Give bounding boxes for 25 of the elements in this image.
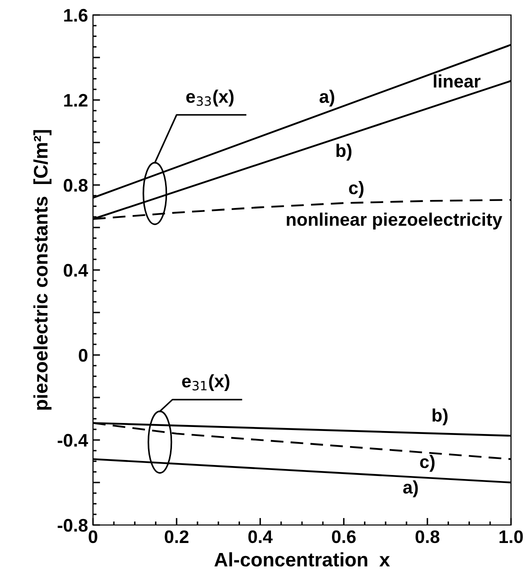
annotation: c) — [420, 454, 435, 472]
annotation: b) — [336, 144, 352, 161]
y-tick-label: -0.4 — [58, 434, 88, 447]
annotation: e$_{31}$(x) — [182, 374, 230, 392]
annotation: c) — [349, 181, 364, 198]
y-tick-label: 0.4 — [64, 264, 88, 277]
y-tick-label: 1.2 — [64, 94, 88, 107]
x-tick-label: 1.0 — [500, 530, 523, 544]
annotation: a) — [320, 90, 334, 107]
y-tick-label: 1.6 — [64, 8, 88, 22]
x-tick-label: 0 — [88, 530, 98, 544]
annotation: a) — [403, 480, 418, 498]
x-tick-label: 0.8 — [416, 530, 440, 544]
x-tick-label: 0.2 — [164, 530, 188, 544]
annotation: e$_{33}$(x) — [186, 90, 234, 106]
x-tick-label: 0.4 — [248, 530, 273, 544]
y-axis-title: piezoelectric constants [C/m²] — [33, 130, 52, 410]
y-tick-label: 0.8 — [64, 178, 88, 192]
x-tick-label: 0.6 — [332, 530, 356, 544]
y-tick-label: 0 — [78, 348, 88, 362]
annotation: linear — [434, 74, 480, 88]
y-tick-label: -0.8 — [58, 518, 88, 532]
annotation: b) — [432, 408, 448, 426]
x-axis-title: Al-concentration x — [214, 552, 390, 567]
annotation: nonlinear piezoelectricity — [286, 212, 502, 230]
